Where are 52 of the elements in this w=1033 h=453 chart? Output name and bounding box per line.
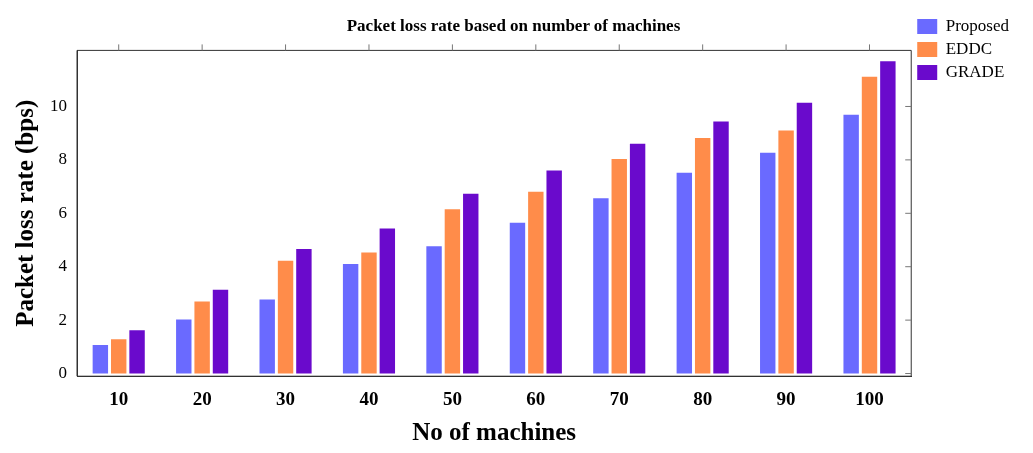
- x-tick-label: 70: [609, 387, 629, 409]
- bar: [509, 222, 526, 374]
- bar: [296, 249, 312, 374]
- x-tick-label: 40: [359, 387, 379, 409]
- bar: [629, 143, 646, 374]
- x-tick-label: 50: [442, 387, 462, 409]
- x-tick-label: 100: [855, 387, 884, 409]
- bar: [379, 228, 396, 374]
- bar: [546, 170, 562, 374]
- y-tick-label: 4: [58, 256, 68, 276]
- bar: [444, 209, 461, 374]
- y-tick-label: 10: [50, 95, 67, 115]
- bar: [880, 61, 896, 374]
- bar: [342, 264, 359, 374]
- y-tick-label: 0: [58, 363, 67, 382]
- bar: [796, 102, 813, 374]
- legend-label: GRADE: [945, 61, 1005, 81]
- x-tick-label: 20: [192, 387, 212, 409]
- bar: [713, 121, 729, 374]
- bar: [694, 137, 711, 374]
- bar: [778, 130, 794, 374]
- chart-title: Packet loss rate based on number of machines: [346, 15, 681, 35]
- bar: [277, 260, 294, 374]
- bar: [176, 319, 192, 374]
- x-tick-label: 10: [109, 387, 129, 409]
- bar: [212, 289, 229, 374]
- bar: [426, 246, 442, 374]
- bar: [528, 191, 544, 374]
- bar: [676, 172, 693, 374]
- x-axis-title: No of machines: [412, 418, 577, 446]
- bar: [92, 344, 109, 374]
- bar: [760, 152, 776, 374]
- x-tick-label: 80: [693, 387, 713, 409]
- bar: [194, 301, 210, 374]
- bar: [611, 159, 627, 374]
- y-tick-label: 6: [58, 202, 67, 222]
- x-tick-label: 30: [276, 387, 296, 409]
- legend-label: Proposed: [945, 15, 1010, 35]
- x-tick-label: 60: [526, 387, 546, 409]
- y-tick-label: 2: [58, 309, 67, 329]
- x-tick-label: 90: [776, 387, 796, 409]
- bar: [593, 198, 609, 374]
- bar: [129, 330, 145, 374]
- legend-label: EDDC: [945, 38, 992, 58]
- bar: [843, 114, 859, 374]
- y-tick-label: 8: [58, 149, 67, 169]
- bar: [463, 193, 479, 374]
- bar: [361, 252, 377, 374]
- y-axis-title: Packet loss rate (bps): [11, 99, 40, 327]
- bar: [259, 299, 275, 374]
- bar: [861, 76, 878, 374]
- bar: [111, 339, 127, 374]
